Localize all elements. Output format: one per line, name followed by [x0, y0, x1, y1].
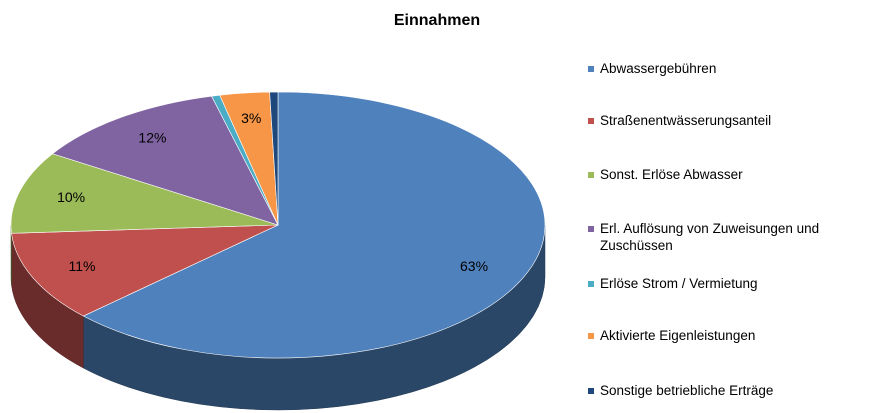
- data-label: 3%: [241, 110, 261, 126]
- legend-label: Erl. Auflösung von Zuweisungen und Zusch…: [600, 221, 820, 253]
- legend-item: Sonst. Erlöse Abwasser: [586, 166, 869, 183]
- chart-title: Einnahmen: [394, 12, 480, 29]
- data-label: 11%: [68, 258, 95, 274]
- pie-slice: [11, 224, 279, 317]
- legend-item: Erl. Auflösung von Zuweisungen und Zusch…: [586, 220, 869, 254]
- pie-slice: [82, 91, 546, 359]
- pie-slice: [10, 153, 279, 234]
- data-label: 10%: [57, 189, 85, 205]
- legend-item: Abwassergebühren: [586, 60, 869, 77]
- legend-swatch: [588, 172, 594, 178]
- data-label: 63%: [460, 258, 488, 274]
- legend-swatch: [588, 388, 594, 394]
- data-label: 12%: [138, 130, 166, 146]
- legend-item: Aktivierte Eigenleistungen: [586, 327, 869, 344]
- legend-swatch: [588, 333, 594, 339]
- pie-slice: [269, 91, 279, 226]
- legend-label: Sonstige betriebliche Erträge: [600, 383, 774, 398]
- legend-swatch: [588, 66, 594, 72]
- legend-label: Sonst. Erlöse Abwasser: [600, 167, 743, 182]
- legend-swatch: [588, 118, 594, 124]
- legend-label: Aktivierte Eigenleistungen: [600, 328, 756, 343]
- legend-item: Sonstige betriebliche Erträge: [586, 382, 869, 399]
- legend-label: Abwassergebühren: [600, 61, 717, 76]
- legend-item: Straßenentwässerungsanteil: [586, 112, 869, 129]
- legend-swatch: [588, 281, 594, 287]
- pie-slice: [51, 95, 279, 226]
- legend-label: Erlöse Strom / Vermietung: [600, 276, 758, 291]
- legend-item: Erlöse Strom / Vermietung: [586, 275, 869, 292]
- legend-label: Straßenentwässerungsanteil: [600, 113, 772, 128]
- legend-swatch: [588, 226, 594, 232]
